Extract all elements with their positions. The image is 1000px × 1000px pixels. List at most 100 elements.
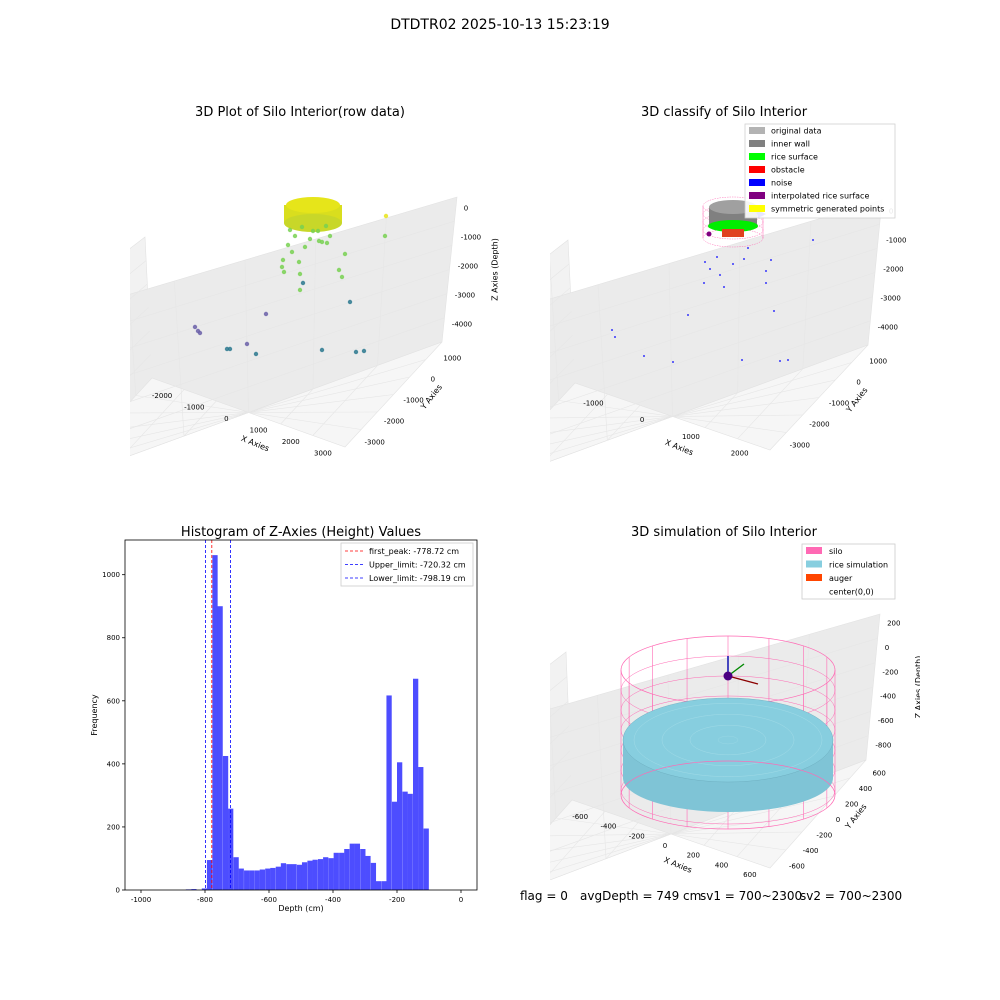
chart2-noise-point xyxy=(765,270,767,272)
chart3-bar xyxy=(301,862,308,890)
chart1-grid-line xyxy=(130,220,455,322)
chart1-x-tick-label: -1000 xyxy=(184,403,204,411)
chart4-y-tick-label: -400 xyxy=(803,847,819,855)
chart3-x-tick-label: 0 xyxy=(459,896,463,904)
chart4-title: 3D simulation of Silo Interior xyxy=(631,525,818,540)
chart3-x-tick-label: -1000 xyxy=(131,896,151,904)
chart3-y-tick-label: 1000 xyxy=(102,571,120,579)
chart2-grid-line xyxy=(550,335,573,358)
chart2-legend-swatch xyxy=(749,179,765,186)
chart2-noise-point xyxy=(672,361,674,363)
chart1-y-tick-label: -2000 xyxy=(384,418,404,426)
chart2-x-tick-label: 0 xyxy=(640,416,644,424)
chart3-bar xyxy=(344,849,350,890)
chart4-z-tick-label: -200 xyxy=(882,668,898,676)
chart3-bar xyxy=(238,868,244,890)
chart3-bar xyxy=(397,762,403,890)
chart4-x-tick-label: -400 xyxy=(600,823,616,831)
chart1-point xyxy=(361,348,367,354)
chart1-title: 3D Plot of Silo Interior(row data) xyxy=(195,105,405,120)
chart3-bar xyxy=(407,793,413,890)
chart-simulation-3d: 3D simulation of Silo Interior -600 -400 -2… xyxy=(550,525,920,880)
chart2-noise-point xyxy=(704,261,706,263)
chart3-x-tick-label: -400 xyxy=(325,896,341,904)
chart4-z-axis-label: Z Axies (Depth) xyxy=(914,656,920,719)
chart1-point xyxy=(302,244,308,250)
chart3-bar xyxy=(217,606,223,890)
chart1-z-tick-label: -1000 xyxy=(461,234,481,242)
chart4-silo-bottom-ring xyxy=(620,760,836,830)
chart4-x-tick-label: 400 xyxy=(715,861,728,869)
chart2-grid-line xyxy=(550,311,572,332)
chart1-y-tick-label: -1000 xyxy=(403,397,423,405)
chart3-y-axis-label: Frequency xyxy=(90,694,99,736)
chart2-legend-label: obstacle xyxy=(771,166,805,175)
chart2-noise-point xyxy=(747,247,749,249)
chart4-legend-label: rice simulation xyxy=(829,561,888,570)
chart2-legend-swatch xyxy=(749,192,765,199)
chart2-z-tick-label: -1000 xyxy=(886,237,906,245)
chart2-noise-point xyxy=(687,314,689,316)
chart3-bar xyxy=(391,801,398,890)
chart1-point xyxy=(253,351,259,357)
chart3-bar xyxy=(249,870,255,890)
chart2-grid-line xyxy=(550,358,575,384)
chart1-point xyxy=(307,236,313,242)
chart3-bar xyxy=(381,881,387,890)
chart1-x-tick-label: 0 xyxy=(224,415,228,423)
chart4-grid-line xyxy=(550,750,571,771)
figure-suptitle: DTDTR02 2025-10-13 15:23:19 xyxy=(390,17,610,33)
chart4-grid-line xyxy=(550,725,570,745)
chart3-y-tick-label: 200 xyxy=(107,823,120,831)
chart4-y-tick-label: -600 xyxy=(789,862,805,870)
chart4-x-tick-label: -600 xyxy=(572,813,588,821)
chart1-z-tick-label: -2000 xyxy=(458,263,478,271)
chart2-noise-point xyxy=(703,282,705,284)
chart2-noise-point xyxy=(743,258,745,260)
chart-classify-3d: 3D classify of Silo Interior -1000 0 1000 20… xyxy=(550,105,906,462)
chart4-z-tick-label: -400 xyxy=(880,693,896,701)
chart3-bar xyxy=(312,859,318,890)
chart3-bar xyxy=(328,858,334,890)
chart2-z-tick-label: -2000 xyxy=(883,266,903,274)
chart3-bar xyxy=(402,791,408,890)
chart2-noise-point xyxy=(812,239,814,241)
chart4-y-tick-label: -200 xyxy=(816,831,832,839)
chart2-grid-line xyxy=(550,263,570,280)
chart3-bar xyxy=(206,860,213,890)
chart3-bar xyxy=(270,867,276,890)
chart4-rice-surface xyxy=(622,697,834,783)
chart1-z-tick-label: -4000 xyxy=(452,321,472,329)
chart4-z-tick-label: -800 xyxy=(875,741,891,749)
chart2-x-tick-label: 1000 xyxy=(682,433,700,441)
chart4-y-tick-label: 400 xyxy=(859,785,872,793)
chart3-bar xyxy=(323,857,329,890)
chart2-noise-point xyxy=(709,268,711,270)
chart3-bar xyxy=(423,828,429,890)
chart3-bar xyxy=(418,767,424,890)
chart4-x-tick-label: 200 xyxy=(687,852,700,860)
footer-flag: flag = 0 xyxy=(520,889,568,903)
chart2-noise-point xyxy=(716,256,718,258)
chart4-x-tick-label: 600 xyxy=(743,871,756,879)
chart1-x-tick-label: -2000 xyxy=(152,392,172,400)
chart2-noise-point xyxy=(611,329,613,331)
chart2-noise-point xyxy=(770,259,772,261)
chart1-z-axis-label: Z Axies (Depth) xyxy=(491,238,500,301)
chart4-rice-mesh xyxy=(661,714,795,766)
chart3-bar xyxy=(413,678,419,890)
chart1-point xyxy=(319,347,325,353)
chart2-noise-point xyxy=(741,359,743,361)
chart1-point xyxy=(297,271,303,277)
chart2-y-tick-label: 1000 xyxy=(869,358,887,366)
chart3-bar xyxy=(275,866,281,890)
chart2-grid-line xyxy=(737,368,804,440)
chart3-bar xyxy=(360,849,366,890)
chart2-legend-swatch xyxy=(749,140,765,147)
chart2-interpolated-point xyxy=(706,231,712,237)
chart3-x-tick-label: -800 xyxy=(197,896,213,904)
chart3-bar xyxy=(254,870,260,890)
chart3-y-tick-label: 0 xyxy=(116,887,120,895)
chart4-legend-swatch xyxy=(806,574,822,581)
